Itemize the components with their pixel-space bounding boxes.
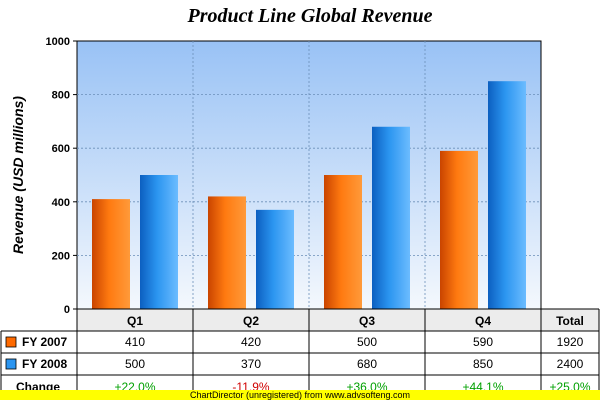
total-header: Total: [556, 314, 584, 328]
data-label: 500: [357, 335, 377, 349]
total-value: 1920: [557, 335, 584, 349]
legend-label: FY 2008: [22, 357, 67, 371]
total-value: 2400: [557, 357, 584, 371]
y-axis-label: Revenue (USD millions): [10, 96, 26, 254]
bar-q2-series-2: [256, 209, 294, 309]
bar-q1-series-2: [140, 175, 178, 309]
data-label: 680: [357, 357, 377, 371]
footer-text: ChartDirector (unregistered) from www.ad…: [190, 390, 410, 400]
table-body-bg: [1, 331, 599, 396]
y-tick-label: 600: [52, 143, 70, 155]
y-tick-label: 400: [52, 197, 70, 209]
y-axis: 0 200 400 600 800 1000: [46, 36, 77, 316]
bars: [92, 81, 526, 309]
y-tick-label: 0: [64, 304, 70, 316]
data-label: 500: [125, 357, 145, 371]
legend-swatch: [5, 336, 17, 348]
legend-label: FY 2007: [22, 335, 67, 349]
category-label: Q4: [475, 314, 491, 328]
data-label: 370: [241, 357, 261, 371]
category-label: Q1: [127, 314, 143, 328]
data-table: Q1 Q2 Q3 Q4 Total FY 2007 410 420 500 590 1920 FY 2…: [0, 308, 600, 396]
table-header-bg: [77, 309, 599, 331]
data-label: 590: [473, 335, 493, 349]
y-tick-label: 200: [52, 250, 70, 262]
legend-swatch: [5, 358, 17, 370]
data-label: 850: [473, 357, 493, 371]
data-label: 420: [241, 335, 261, 349]
footer-bar: [0, 390, 600, 400]
bar-q3-series-1: [324, 175, 362, 309]
category-label: Q3: [359, 314, 375, 328]
chart-title: Product Line Global Revenue: [187, 5, 433, 27]
data-label: 410: [125, 335, 145, 349]
bar-q4-series-2: [488, 81, 526, 309]
bar-q4-series-1: [440, 150, 478, 309]
category-label: Q2: [243, 314, 259, 328]
bar-q3-series-2: [372, 126, 410, 309]
y-tick-label: 800: [52, 90, 70, 102]
y-tick-label: 1000: [46, 36, 70, 48]
bar-q1-series-1: [92, 199, 130, 309]
bar-q2-series-1: [208, 196, 246, 309]
